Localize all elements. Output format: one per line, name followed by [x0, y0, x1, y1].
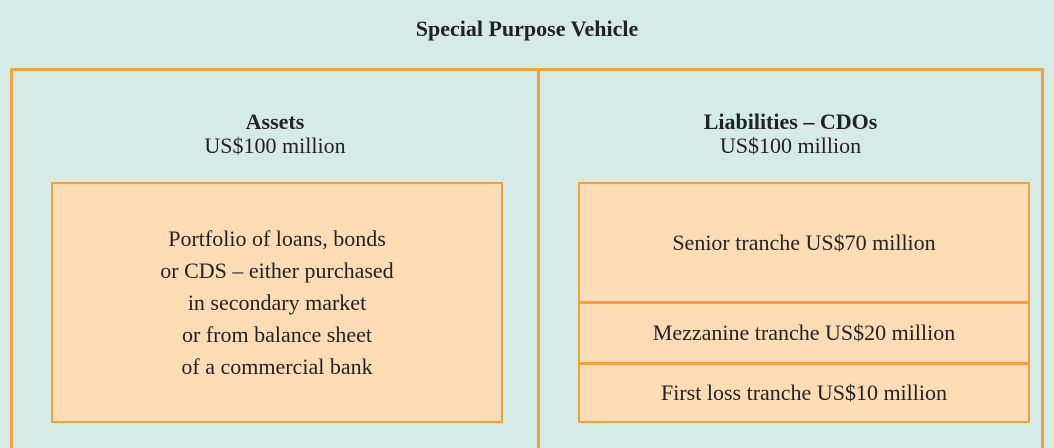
portfolio-line: or CDS – either purchased — [160, 257, 394, 283]
amount: US$100 million — [719, 133, 862, 158]
portfolio-line: of a commercial bank — [181, 353, 373, 379]
title: Special Purpose Vehicle — [415, 16, 639, 41]
portfolio-line: or from balance sheet — [182, 321, 372, 347]
tranche: Mezzanine tranche US$20 million — [578, 302, 1030, 364]
heading: Liabilities – CDOs — [703, 109, 878, 134]
amount: US$100 million — [204, 133, 346, 158]
tranche: Senior tranche US$70 million — [578, 182, 1030, 303]
portfolio-line: Portfolio of loans, bonds — [168, 225, 386, 251]
portfolio-box: Portfolio of loans, bonds or CDS – either… — [51, 182, 503, 423]
liabilities-panel: Liabilities – CDOs US$100 million Senior… — [537, 68, 1044, 448]
tranche: First loss tranche US$10 million — [578, 363, 1030, 423]
portfolio-line: in secondary market — [187, 289, 367, 315]
page: Special Purpose Vehicle Assets US$100 mi… — [10, 16, 1044, 448]
heading: Assets — [245, 109, 305, 134]
assets-panel: Assets US$100 million Portfolio of loans… — [10, 68, 540, 448]
